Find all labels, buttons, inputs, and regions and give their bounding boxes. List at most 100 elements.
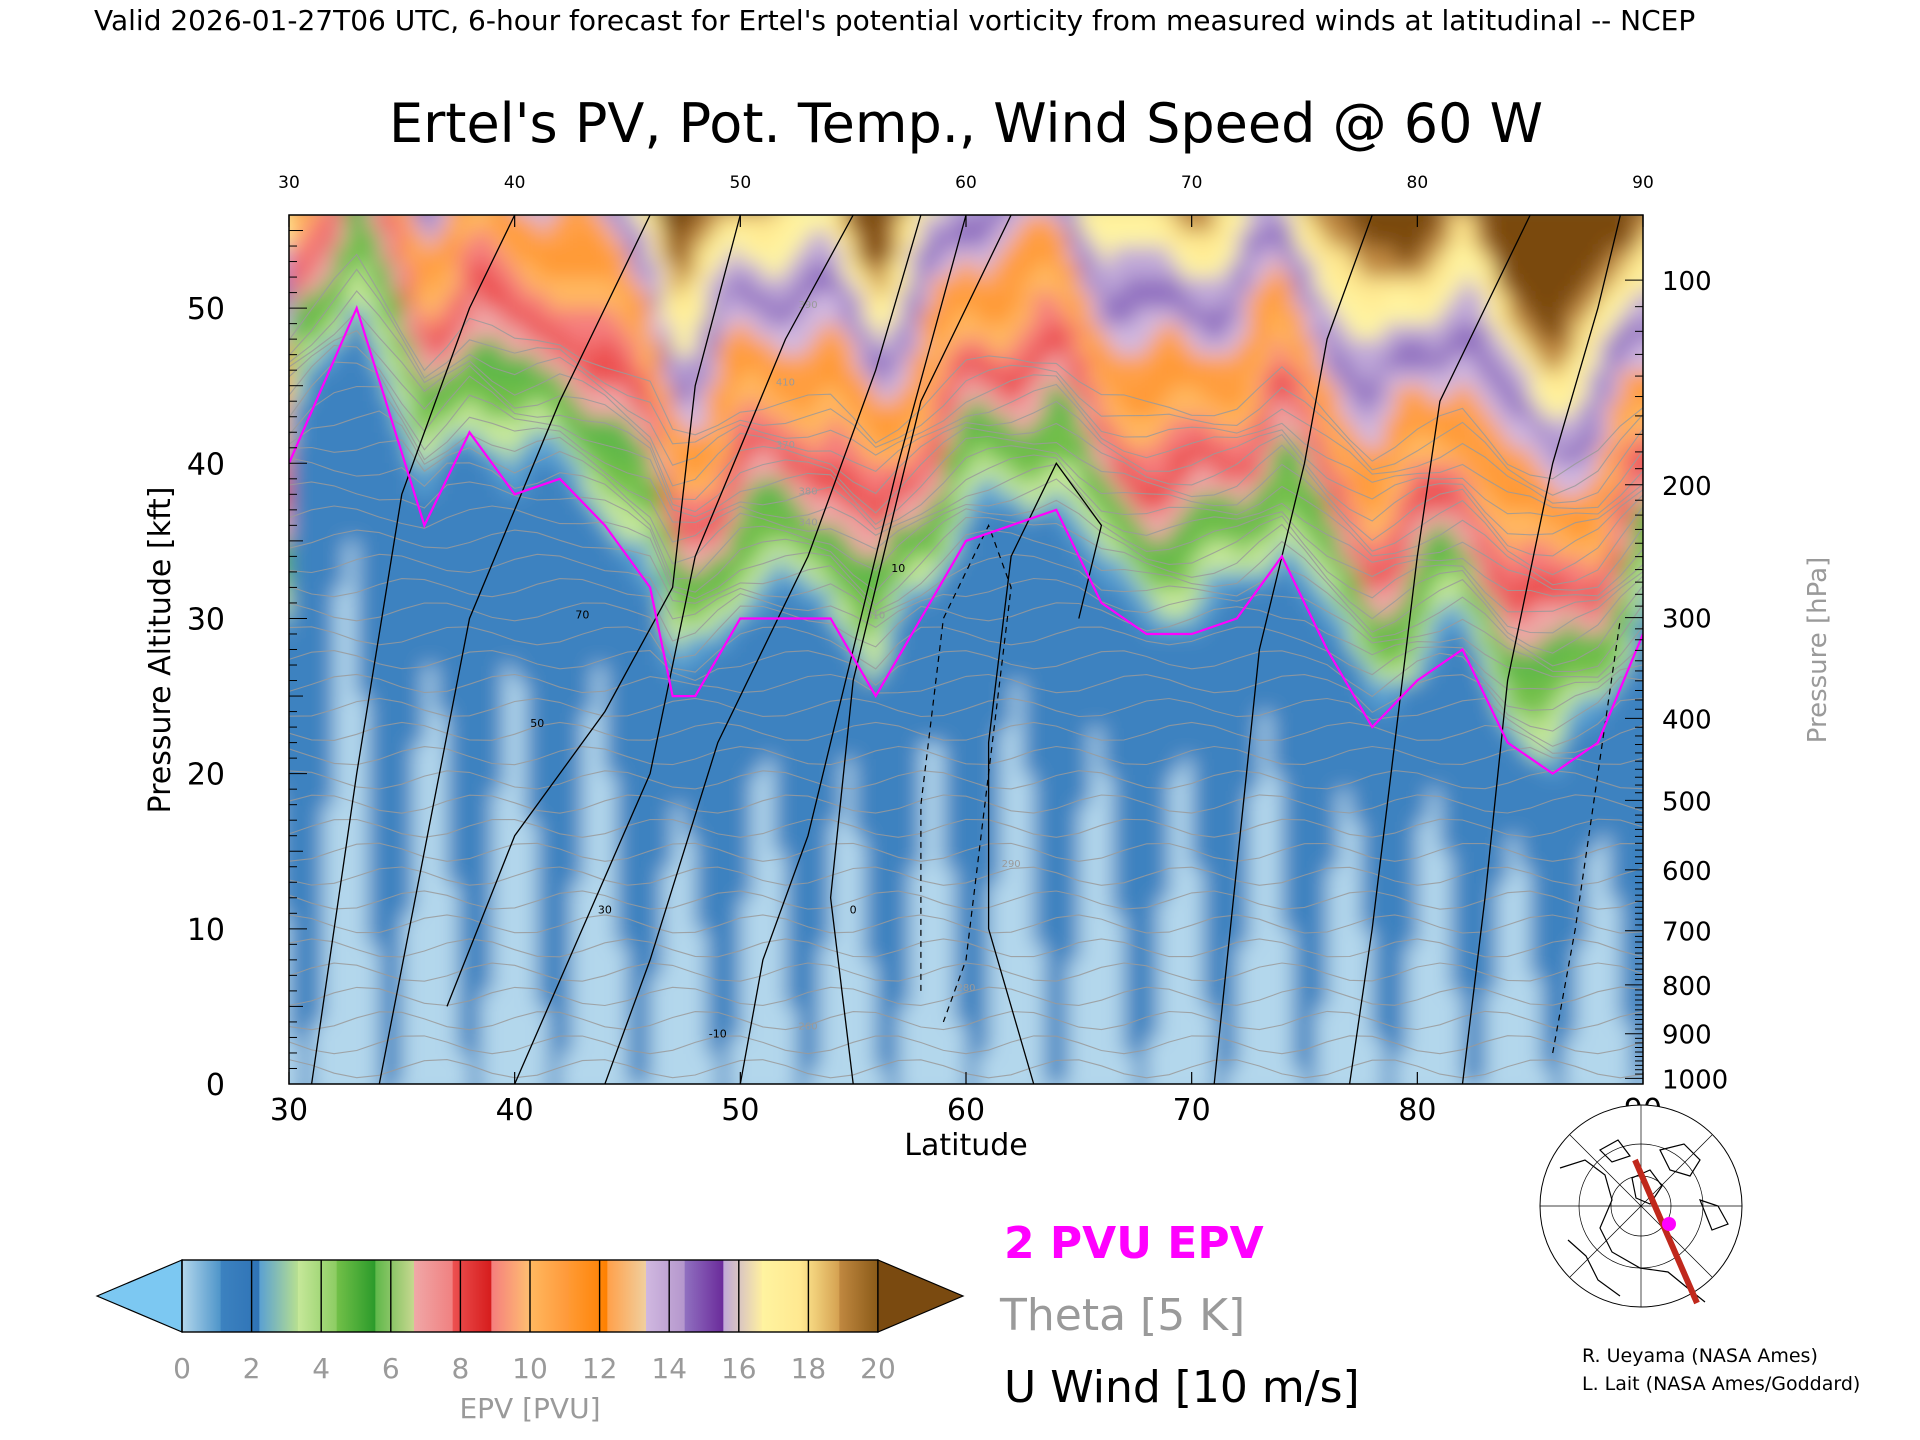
epv-cell — [322, 246, 335, 263]
epv-cell — [311, 370, 324, 387]
epv-cell — [853, 587, 866, 604]
epv-cell — [729, 975, 741, 992]
epv-cell — [525, 230, 538, 247]
epv-cell — [458, 758, 471, 775]
epv-cell — [638, 866, 651, 883]
epv-cell — [785, 370, 798, 387]
epv-cell — [1191, 727, 1204, 744]
epv-cell — [1101, 1037, 1114, 1054]
epv-cell — [943, 928, 956, 945]
epv-cell — [830, 1052, 843, 1070]
epv-cell — [1214, 277, 1227, 294]
epv-cell — [446, 540, 459, 557]
epv-cell — [469, 975, 482, 992]
epv-cell — [988, 323, 1001, 340]
epv-cell — [1067, 696, 1080, 713]
epv-cell — [999, 742, 1012, 759]
epv-cell — [492, 696, 504, 713]
epv-cell — [1033, 618, 1046, 635]
epv-cell — [311, 665, 324, 682]
epv-cell — [954, 323, 967, 340]
epv-cell — [1056, 339, 1069, 356]
epv-cell — [266, 929, 278, 945]
epv-cell — [1033, 215, 1046, 216]
epv-cell — [954, 556, 967, 573]
epv-cell — [1067, 401, 1080, 418]
epv-cell — [796, 1037, 809, 1054]
epv-cell — [1044, 758, 1057, 775]
epv-cell — [356, 665, 369, 682]
epv-cell — [1225, 1037, 1238, 1054]
epv-cell — [1135, 261, 1148, 278]
epv-cell — [1067, 866, 1080, 883]
epv-cell — [999, 385, 1012, 402]
epv-cell — [1135, 1021, 1148, 1039]
epv-cell — [796, 882, 809, 899]
epv-cell — [909, 897, 922, 914]
epv-cell — [661, 401, 674, 418]
epv-cell — [481, 1084, 493, 1100]
epv-cell — [582, 246, 595, 263]
epv-cell — [875, 509, 888, 526]
epv-cell — [322, 742, 335, 759]
epv-cell — [1202, 711, 1215, 728]
epv-cell — [1078, 463, 1091, 480]
epv-cell — [514, 556, 527, 573]
epv-cell — [808, 633, 820, 651]
epv-cell — [1011, 401, 1024, 418]
epv-cell — [1123, 789, 1136, 806]
epv-cell — [1180, 1006, 1193, 1023]
epv-cell — [1090, 742, 1102, 759]
epv-cell — [1011, 215, 1024, 216]
epv-cell — [345, 1037, 358, 1054]
epv-cell — [1180, 835, 1193, 852]
epv-cell — [1044, 1068, 1057, 1084]
epv-cell — [1112, 370, 1125, 387]
epv-cell — [1022, 882, 1035, 899]
epv-cell — [695, 804, 708, 821]
epv-cell — [751, 804, 764, 821]
epv-cell — [446, 277, 459, 294]
epv-cell — [289, 944, 301, 961]
epv-cell — [638, 789, 651, 806]
epv-cell — [492, 665, 504, 682]
epv-cell — [334, 494, 347, 511]
epv-cell — [841, 851, 854, 868]
epv-cell — [480, 665, 493, 682]
epv-cell — [808, 339, 820, 356]
epv-cell — [796, 789, 809, 806]
epv-cell — [1225, 820, 1238, 837]
epv-cell — [424, 540, 437, 557]
epv-cell — [413, 649, 425, 666]
epv-cell — [379, 463, 392, 480]
epv-cell — [1169, 633, 1181, 651]
epv-cell — [830, 571, 843, 589]
epv-cell — [1225, 711, 1238, 728]
epv-cell — [819, 308, 832, 325]
epv-cell — [345, 1021, 358, 1039]
epv-cell — [661, 773, 674, 790]
epv-cell — [368, 1084, 380, 1100]
epv-cell — [616, 432, 629, 449]
epv-cell — [1146, 385, 1159, 402]
epv-cell — [650, 447, 662, 464]
epv-cell — [1011, 866, 1024, 883]
epv-cell — [1180, 540, 1193, 557]
epv-cell — [1202, 587, 1215, 604]
epv-cell — [898, 990, 911, 1008]
epv-cell — [458, 385, 471, 402]
epv-cell — [1214, 680, 1227, 697]
epv-cell — [514, 1068, 527, 1084]
epv-cell — [537, 509, 550, 526]
epv-cell — [999, 339, 1012, 356]
epv-cell — [774, 494, 787, 511]
epv-cell — [1022, 215, 1035, 216]
epv-cell — [1169, 649, 1181, 666]
epv-cell — [785, 277, 798, 294]
epv-cell — [1157, 1052, 1170, 1070]
epv-cell — [1123, 835, 1136, 852]
epv-cell — [356, 928, 369, 945]
epv-cell — [311, 835, 324, 852]
epv-cell — [841, 789, 854, 806]
epv-cell — [920, 897, 933, 914]
